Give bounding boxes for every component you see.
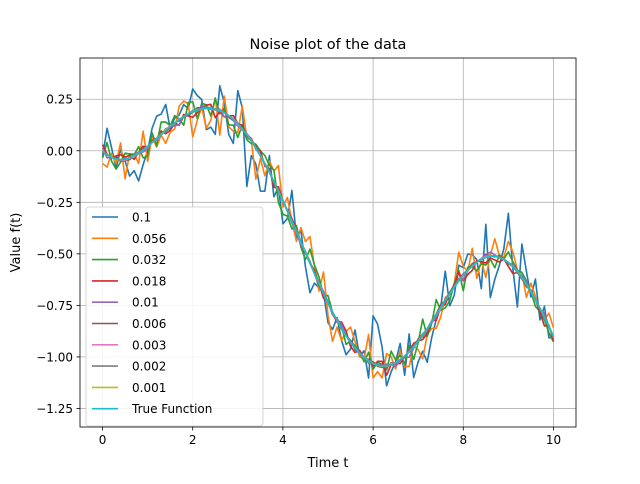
y-tick-label: 0.25: [46, 93, 73, 107]
x-tick-label: 6: [369, 433, 377, 447]
plot-frame: [79, 57, 577, 428]
legend: 0.1 0.056 0.032 0.018 0.01 0.006 0.003 0.002 0.0…: [85, 206, 264, 427]
y-tick-label: −1.25: [36, 402, 73, 416]
legend-entry: 0.01: [132, 296, 159, 310]
series-line: [102, 95, 555, 379]
legend-entry: True Function: [131, 402, 212, 416]
y-tick-label: 0.00: [46, 144, 73, 158]
series-line: [102, 107, 555, 367]
legend-entry: 0.001: [132, 381, 166, 395]
x-tick-label: 4: [279, 433, 287, 447]
legend-entry: 0.003: [132, 338, 166, 352]
legend-box: [85, 206, 264, 427]
legend-entry: 0.1: [132, 211, 151, 225]
x-axis-label: Time t: [306, 456, 348, 471]
y-tick-label: −0.25: [36, 196, 73, 210]
axis-ticks: 0 2 4 6 8 10 0.25 0.00 −0.25 −0.50 −0.75 −1.00 −1.25: [36, 93, 561, 447]
x-tick-label: 8: [459, 433, 467, 447]
legend-entry: 0.032: [132, 253, 166, 267]
series-line: [101, 97, 555, 371]
x-tick-label: 0: [99, 433, 107, 447]
x-tick-label: 2: [189, 433, 197, 447]
legend-entry: 0.006: [132, 317, 166, 331]
chart-title: Noise plot of the data: [250, 37, 407, 53]
legend-entry: 0.018: [132, 274, 166, 288]
legend-entry: 0.056: [132, 232, 166, 246]
x-tick-label: 10: [546, 433, 561, 447]
series-lines: [101, 85, 555, 387]
legend-entry: 0.002: [132, 360, 166, 374]
y-tick-label: −0.75: [36, 299, 73, 313]
y-tick-label: −0.50: [36, 247, 73, 261]
y-tick-label: −1.00: [36, 350, 73, 364]
y-axis-label: Value f(t): [9, 213, 24, 273]
